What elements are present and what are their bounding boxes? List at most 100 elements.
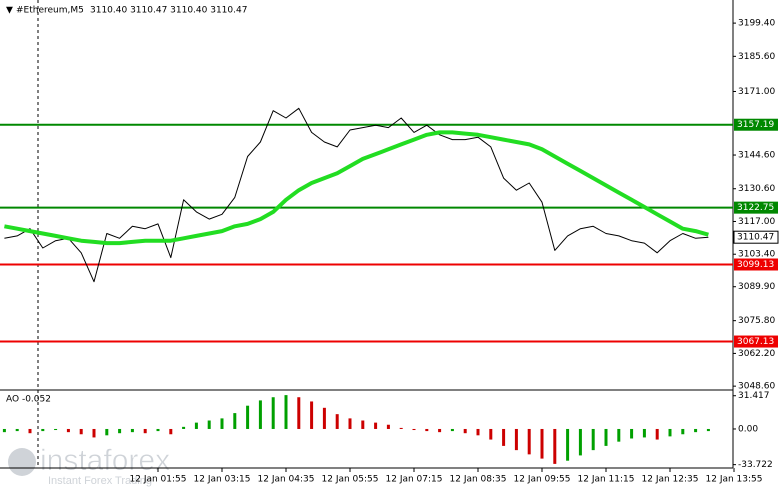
ao-bar xyxy=(258,400,262,429)
y-tick-label: 3103.40 xyxy=(738,250,775,260)
ao-bar xyxy=(514,428,518,451)
ao-bar xyxy=(668,428,672,437)
ao-bar xyxy=(348,418,352,429)
ao-bar xyxy=(220,418,224,429)
y-tick-label: 3130.60 xyxy=(738,184,775,194)
level-label-bg xyxy=(734,335,778,348)
x-tick-label: 12 Jan 09:55 xyxy=(514,475,571,485)
ao-bar xyxy=(66,428,70,433)
x-tick-label: 12 Jan 08:35 xyxy=(450,475,507,485)
ao-bar xyxy=(246,405,250,429)
x-tick-label: 12 Jan 12:35 xyxy=(642,475,699,485)
y-tick-label: 3199.40 xyxy=(738,19,775,29)
ao-bar xyxy=(79,428,83,435)
ao-bar xyxy=(463,428,467,434)
tagline: Instant Forex Trading xyxy=(48,475,152,487)
ao-y-tick-label: 31.417 xyxy=(738,391,770,401)
y-tick-label: 3075.80 xyxy=(738,316,775,326)
x-tick-label: 12 Jan 04:35 xyxy=(258,475,315,485)
ao-bar xyxy=(438,428,442,433)
ao-bar xyxy=(130,428,134,433)
ao-bar xyxy=(553,428,557,464)
level-label: 3157.19 xyxy=(737,120,774,130)
y-tick-label: 3062.20 xyxy=(738,349,775,359)
x-tick-label: 12 Jan 03:15 xyxy=(194,475,251,485)
ao-y-tick-label: 0.00 xyxy=(738,424,758,434)
x-tick-label: 12 Jan 13:55 xyxy=(706,475,763,485)
ao-bar xyxy=(578,428,582,456)
ao-bar xyxy=(156,428,160,432)
ao-bar xyxy=(450,428,454,432)
ao-bar xyxy=(412,428,416,431)
ao-bar xyxy=(335,414,339,429)
ao-bar xyxy=(118,428,122,434)
level-label: 3099.13 xyxy=(737,260,774,270)
ao-bar xyxy=(591,428,595,451)
ao-bar xyxy=(310,401,314,429)
chart-subtitle: 3110.40 3110.47 3110.40 3110.47 xyxy=(90,6,247,16)
ao-y-tick-label: -33.722 xyxy=(738,460,773,470)
ao-title: AO -0.052 xyxy=(6,395,51,405)
ao-bar xyxy=(169,428,173,435)
ao-bar xyxy=(54,428,58,431)
ao-bar xyxy=(92,428,96,438)
y-tick-label: 3144.60 xyxy=(738,151,775,161)
ao-bar xyxy=(642,428,646,438)
x-tick-label: 12 Jan 05:55 xyxy=(322,475,379,485)
ao-bar xyxy=(706,428,710,432)
y-tick-label: 3048.60 xyxy=(738,382,775,392)
watermark: instaforex Instant Forex Trading xyxy=(8,444,170,487)
ao-bar xyxy=(361,420,365,429)
y-tick-label: 3171.00 xyxy=(738,87,775,97)
ao-bar xyxy=(284,395,288,429)
ao-bar xyxy=(399,427,403,429)
chart-title: #Ethereum,M5 xyxy=(16,6,84,16)
current-price-label: 3110.47 xyxy=(737,233,774,243)
x-tick-label: 12 Jan 01:55 xyxy=(130,475,187,485)
ao-bar xyxy=(694,428,698,433)
ao-bar xyxy=(540,428,544,459)
brand: instaforex xyxy=(40,444,170,477)
ao-bar xyxy=(271,397,275,429)
y-tick-label: 3185.60 xyxy=(738,52,775,62)
current-price-bg xyxy=(733,230,779,244)
y-tick-label: 3089.90 xyxy=(738,282,775,292)
level-label: 3067.13 xyxy=(737,337,774,347)
series-line xyxy=(4,130,709,246)
ao-bar xyxy=(476,428,480,436)
ao-bar xyxy=(681,428,685,435)
ao-bar xyxy=(322,407,326,429)
header-arrow: ▼ xyxy=(6,6,13,16)
ao-bar xyxy=(604,428,608,446)
level-label-bg xyxy=(734,118,778,131)
ao-bar xyxy=(374,422,378,429)
level-label: 3122.75 xyxy=(737,203,774,213)
ao-bar xyxy=(194,422,198,429)
ao-bar xyxy=(143,428,147,434)
ao-bar xyxy=(502,428,506,446)
ao-bar xyxy=(41,428,45,432)
ao-bar xyxy=(566,428,570,461)
ao-bar xyxy=(105,428,109,436)
ao-bar xyxy=(617,428,621,442)
level-label-bg xyxy=(734,201,778,214)
ao-bar xyxy=(489,428,493,440)
ao-bar xyxy=(182,426,186,429)
ao-bar xyxy=(2,428,6,433)
ao-bar xyxy=(297,397,301,429)
level-label-bg xyxy=(734,258,778,271)
ao-bar xyxy=(655,428,659,440)
ao-bar xyxy=(15,428,19,432)
x-tick-label: 12 Jan 11:15 xyxy=(578,475,635,485)
ao-bar xyxy=(207,420,211,429)
logo xyxy=(8,448,36,476)
ao-bar xyxy=(28,428,32,434)
ao-bar xyxy=(425,428,429,432)
ao-bar xyxy=(386,424,390,429)
ao-bar xyxy=(630,428,634,439)
ao-bar xyxy=(527,428,531,455)
ao-bar xyxy=(233,413,237,429)
x-tick-label: 12 Jan 07:15 xyxy=(386,475,443,485)
